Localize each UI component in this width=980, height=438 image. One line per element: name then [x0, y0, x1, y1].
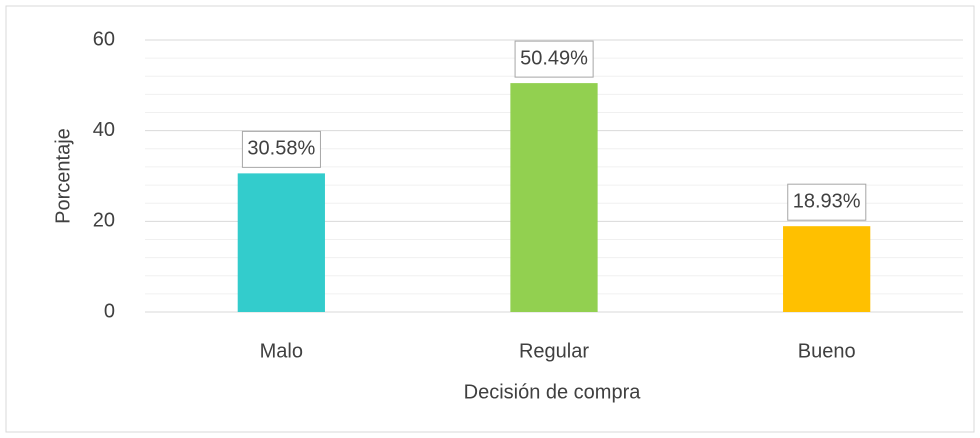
y-tick-label: 60: [93, 28, 115, 50]
x-tick-label: Malo: [260, 340, 303, 362]
y-tick-label: 40: [93, 119, 115, 141]
data-label: 30.58%: [247, 138, 315, 160]
bar: [783, 226, 870, 312]
y-tick-label: 0: [104, 300, 115, 322]
data-label: 18.93%: [793, 190, 861, 212]
bar: [510, 83, 597, 312]
x-tick-label: Bueno: [798, 340, 856, 362]
y-axis-label: Porcentaje: [52, 128, 74, 224]
data-label: 50.49%: [520, 47, 588, 69]
x-tick-label: Regular: [519, 340, 589, 362]
x-axis-label: Decisión de compra: [464, 381, 642, 403]
bar: [238, 173, 325, 312]
y-tick-label: 20: [93, 210, 115, 232]
chart: Decisión de compra Porcentaje 0 20 40 60 Mal…: [0, 0, 980, 438]
